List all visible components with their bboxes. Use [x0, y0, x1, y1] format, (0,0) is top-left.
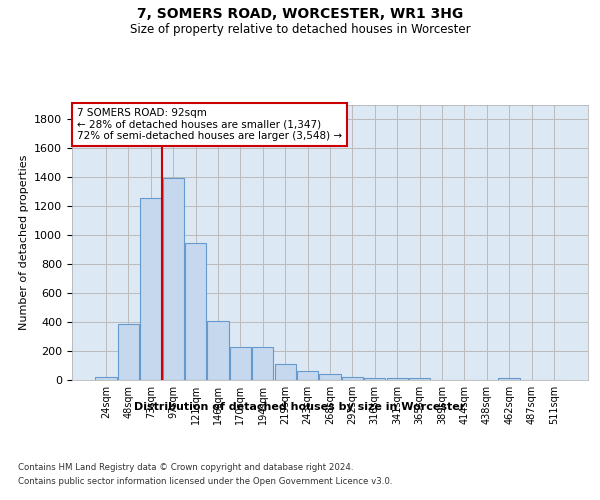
Bar	[118, 324, 139, 380]
Text: Contains public sector information licensed under the Open Government Licence v3: Contains public sector information licen…	[18, 478, 392, 486]
Bar	[163, 178, 184, 380]
Bar	[319, 374, 341, 380]
Text: 7, SOMERS ROAD, WORCESTER, WR1 3HG: 7, SOMERS ROAD, WORCESTER, WR1 3HG	[137, 8, 463, 22]
Bar	[230, 346, 251, 380]
Bar	[252, 346, 274, 380]
Bar	[499, 378, 520, 380]
Bar	[95, 377, 117, 380]
Bar	[297, 372, 318, 380]
Bar	[140, 198, 161, 380]
Text: Distribution of detached houses by size in Worcester: Distribution of detached houses by size …	[134, 402, 466, 412]
Y-axis label: Number of detached properties: Number of detached properties	[19, 155, 29, 330]
Text: 7 SOMERS ROAD: 92sqm
← 28% of detached houses are smaller (1,347)
72% of semi-de: 7 SOMERS ROAD: 92sqm ← 28% of detached h…	[77, 108, 342, 141]
Text: Size of property relative to detached houses in Worcester: Size of property relative to detached ho…	[130, 22, 470, 36]
Bar	[275, 364, 296, 380]
Text: Contains HM Land Registry data © Crown copyright and database right 2024.: Contains HM Land Registry data © Crown c…	[18, 462, 353, 471]
Bar	[208, 320, 229, 380]
Bar	[342, 377, 363, 380]
Bar	[386, 378, 408, 380]
Bar	[409, 378, 430, 380]
Bar	[185, 242, 206, 380]
Bar	[364, 378, 385, 380]
